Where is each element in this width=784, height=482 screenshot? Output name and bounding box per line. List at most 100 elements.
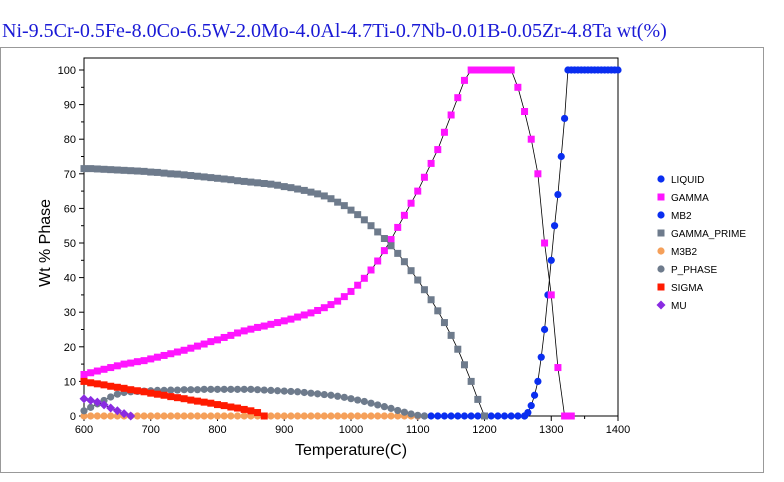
point-p-phase xyxy=(193,386,202,394)
point-gamma xyxy=(534,170,542,178)
y-tick-label: 20 xyxy=(64,342,76,354)
point-p-phase xyxy=(400,408,408,416)
point-liquid xyxy=(550,222,559,230)
point-gamma xyxy=(93,367,101,375)
point-gamma xyxy=(234,329,242,337)
point-mu xyxy=(79,394,89,404)
point-gamma xyxy=(254,323,262,331)
point-p-phase xyxy=(113,390,121,398)
point-liquid xyxy=(530,391,539,399)
point-sigma xyxy=(133,387,141,395)
y-tick-label: 0 xyxy=(70,411,76,423)
series-sigma xyxy=(80,377,268,420)
point-p-phase xyxy=(187,386,195,394)
point-p-phase xyxy=(227,385,235,393)
point-gamma xyxy=(200,340,208,348)
point-p-phase xyxy=(320,390,328,399)
point-p-phase xyxy=(167,386,175,394)
point-gamma xyxy=(501,66,509,74)
point-mb2 xyxy=(500,412,509,420)
point-liquid xyxy=(547,256,555,264)
point-p-phase xyxy=(280,387,288,395)
point-gamma-prime xyxy=(173,170,181,178)
point-mb2 xyxy=(427,412,435,420)
point-gamma-prime xyxy=(481,412,488,420)
point-mb2 xyxy=(460,412,469,420)
point-sigma xyxy=(193,397,201,405)
point-gamma xyxy=(521,108,529,116)
point-gamma-prime xyxy=(207,174,215,182)
point-p-phase xyxy=(394,406,402,415)
point-mu xyxy=(126,411,136,421)
point-mu xyxy=(86,395,96,405)
x-tick-label: 1200 xyxy=(472,424,496,436)
point-gamma xyxy=(481,66,488,74)
point-gamma xyxy=(207,338,215,346)
point-p-phase xyxy=(233,385,242,393)
point-gamma xyxy=(380,247,388,255)
point-gamma-prime xyxy=(260,179,268,187)
point-gamma-prime xyxy=(167,170,175,178)
point-p-phase xyxy=(207,385,215,393)
point-sigma xyxy=(227,403,235,411)
point-sigma xyxy=(127,386,135,394)
point-gamma xyxy=(407,199,415,207)
point-p-phase xyxy=(200,385,208,393)
point-gamma xyxy=(400,211,408,219)
point-gamma xyxy=(240,327,248,335)
chart-title: Ni-9.5Cr-0.5Fe-8.0Co-6.5W-2.0Mo-4.0Al-4.… xyxy=(2,20,667,42)
point-m3b2 xyxy=(220,412,228,420)
point-gamma-prime xyxy=(140,167,148,175)
point-gamma-prime xyxy=(267,180,275,188)
legend-marker-p-phase xyxy=(657,265,665,273)
point-gamma xyxy=(214,336,221,344)
point-p-phase xyxy=(260,386,268,394)
y-tick-label: 40 xyxy=(64,273,76,285)
point-gamma xyxy=(294,313,302,321)
point-gamma xyxy=(467,66,475,74)
point-gamma-prime xyxy=(220,175,228,183)
point-m3b2 xyxy=(294,412,302,420)
point-gamma xyxy=(347,287,355,295)
point-gamma xyxy=(100,365,108,373)
point-mu xyxy=(112,406,122,416)
point-p-phase xyxy=(253,386,262,394)
point-m3b2 xyxy=(267,412,275,420)
point-m3b2 xyxy=(233,412,242,420)
x-tick-label: 600 xyxy=(75,424,93,436)
point-gamma xyxy=(427,159,435,167)
point-gamma-prime xyxy=(474,395,482,403)
point-gamma xyxy=(561,412,569,420)
point-gamma xyxy=(360,274,368,282)
point-sigma xyxy=(260,412,268,420)
point-sigma xyxy=(247,407,255,415)
point-sigma xyxy=(120,384,128,392)
y-tick-label: 100 xyxy=(58,65,76,77)
legend-label-p-phase: P_PHASE xyxy=(671,265,717,276)
point-m3b2 xyxy=(180,412,188,420)
point-sigma xyxy=(147,389,155,397)
point-gamma-prime xyxy=(274,181,282,189)
point-p-phase xyxy=(374,401,382,409)
point-gamma-prime xyxy=(340,202,348,210)
point-gamma-prime xyxy=(147,168,155,176)
point-gamma xyxy=(434,146,442,154)
point-p-phase xyxy=(360,397,368,406)
point-gamma xyxy=(554,364,562,372)
point-m3b2 xyxy=(367,412,375,420)
series-mb2 xyxy=(414,412,529,420)
point-mb2 xyxy=(514,412,522,420)
point-m3b2 xyxy=(193,412,202,420)
point-gamma xyxy=(227,331,235,339)
point-gamma-prime xyxy=(460,361,468,369)
point-p-phase xyxy=(367,399,375,407)
legend-label-m3b2: M3B2 xyxy=(671,247,698,258)
point-m3b2 xyxy=(200,412,208,420)
y-tick-label: 70 xyxy=(64,169,76,181)
point-gamma-prime xyxy=(434,307,442,315)
point-gamma xyxy=(113,362,121,370)
point-gamma xyxy=(187,344,195,352)
point-gamma-prime xyxy=(380,235,388,243)
y-tick-label: 80 xyxy=(64,134,76,146)
